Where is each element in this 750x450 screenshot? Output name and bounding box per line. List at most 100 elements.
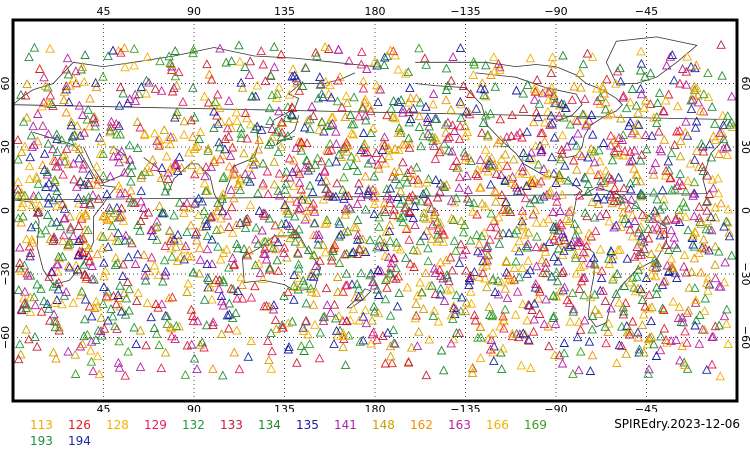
observation-marker xyxy=(502,160,512,170)
observation-marker xyxy=(498,204,508,214)
observation-marker xyxy=(307,286,317,296)
observation-marker xyxy=(668,296,678,306)
observation-marker xyxy=(654,242,665,252)
observation-marker xyxy=(354,315,365,325)
observation-marker xyxy=(347,119,357,129)
observation-marker xyxy=(281,218,291,228)
observation-marker xyxy=(150,222,161,232)
observation-marker xyxy=(498,228,508,238)
observation-marker xyxy=(240,168,250,178)
observation-marker xyxy=(244,162,254,172)
observation-marker xyxy=(126,185,136,195)
observation-marker xyxy=(24,52,34,62)
observation-marker xyxy=(84,169,94,179)
observation-marker xyxy=(488,347,498,357)
observation-marker xyxy=(627,316,638,326)
observation-marker xyxy=(260,249,270,258)
observation-marker xyxy=(136,82,147,91)
observation-marker xyxy=(681,186,691,196)
observation-marker xyxy=(346,204,356,214)
observation-marker xyxy=(15,242,25,252)
observation-marker xyxy=(581,118,591,128)
observation-marker xyxy=(64,236,75,246)
observation-marker xyxy=(473,332,483,342)
observation-marker xyxy=(465,270,476,280)
observation-marker xyxy=(454,328,465,337)
observation-marker xyxy=(135,325,146,335)
observation-marker xyxy=(284,341,294,351)
observation-marker xyxy=(471,229,482,239)
observation-marker xyxy=(637,231,647,241)
observation-marker xyxy=(162,311,172,321)
observation-marker xyxy=(661,239,671,249)
observation-marker xyxy=(281,166,292,176)
observation-marker xyxy=(189,353,200,363)
observation-marker xyxy=(420,53,430,63)
observation-marker xyxy=(283,344,294,354)
observation-marker xyxy=(109,208,119,218)
observation-marker xyxy=(118,271,128,281)
observation-marker xyxy=(274,82,284,92)
observation-marker xyxy=(633,332,643,342)
observation-marker xyxy=(421,59,431,69)
observation-marker xyxy=(404,97,414,107)
observation-marker xyxy=(217,150,227,160)
observation-marker xyxy=(374,163,384,173)
observation-marker xyxy=(494,238,505,248)
observation-marker xyxy=(385,45,396,55)
observation-marker xyxy=(657,185,668,195)
observation-marker xyxy=(113,228,123,238)
observation-marker xyxy=(692,145,702,155)
observation-marker xyxy=(384,142,394,152)
observation-marker xyxy=(195,127,206,136)
observation-marker xyxy=(331,126,341,136)
observation-marker xyxy=(632,271,642,281)
observation-marker xyxy=(595,92,606,102)
observation-marker xyxy=(500,304,510,314)
observation-marker xyxy=(338,328,348,338)
observation-marker xyxy=(206,161,216,171)
observation-marker xyxy=(156,172,167,182)
observation-marker xyxy=(307,187,318,197)
observation-marker xyxy=(477,78,488,88)
observation-marker xyxy=(287,316,298,326)
observation-marker xyxy=(324,157,334,167)
observation-marker xyxy=(625,97,636,107)
observation-marker xyxy=(679,360,690,369)
observation-marker xyxy=(174,197,185,207)
observation-marker xyxy=(663,156,674,166)
observation-marker xyxy=(91,296,101,306)
observation-marker xyxy=(623,218,634,228)
observation-marker xyxy=(116,47,126,57)
observation-marker xyxy=(303,245,314,254)
observation-marker xyxy=(622,253,633,263)
lon-top-tick-label: 135 xyxy=(274,5,295,18)
observation-marker xyxy=(469,266,480,276)
observation-marker xyxy=(129,322,139,332)
observation-marker xyxy=(331,325,342,335)
observation-marker xyxy=(701,278,712,287)
observation-marker xyxy=(726,250,737,260)
observation-marker xyxy=(574,148,585,158)
observation-marker xyxy=(142,162,153,172)
observation-marker xyxy=(161,151,172,161)
observation-marker xyxy=(507,110,517,120)
observation-marker xyxy=(222,310,233,320)
observation-marker xyxy=(110,321,120,331)
observation-marker xyxy=(223,323,234,333)
observation-marker xyxy=(277,118,288,128)
observation-marker xyxy=(98,71,108,81)
observation-marker xyxy=(704,245,714,255)
observation-marker xyxy=(549,350,560,359)
observation-marker xyxy=(624,203,634,213)
observation-marker xyxy=(639,244,650,254)
observation-marker xyxy=(652,98,663,107)
observation-marker xyxy=(619,281,630,290)
observation-marker xyxy=(242,174,253,184)
observation-marker xyxy=(68,158,79,168)
observation-marker xyxy=(289,155,299,165)
observation-marker xyxy=(39,148,50,158)
observation-marker xyxy=(586,110,597,119)
observation-marker xyxy=(451,156,462,165)
observation-marker xyxy=(540,117,550,127)
